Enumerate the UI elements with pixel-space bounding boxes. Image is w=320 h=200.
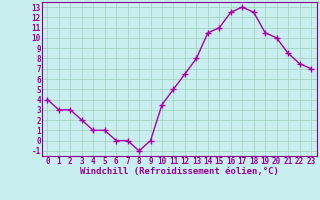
X-axis label: Windchill (Refroidissement éolien,°C): Windchill (Refroidissement éolien,°C) [80, 167, 279, 176]
